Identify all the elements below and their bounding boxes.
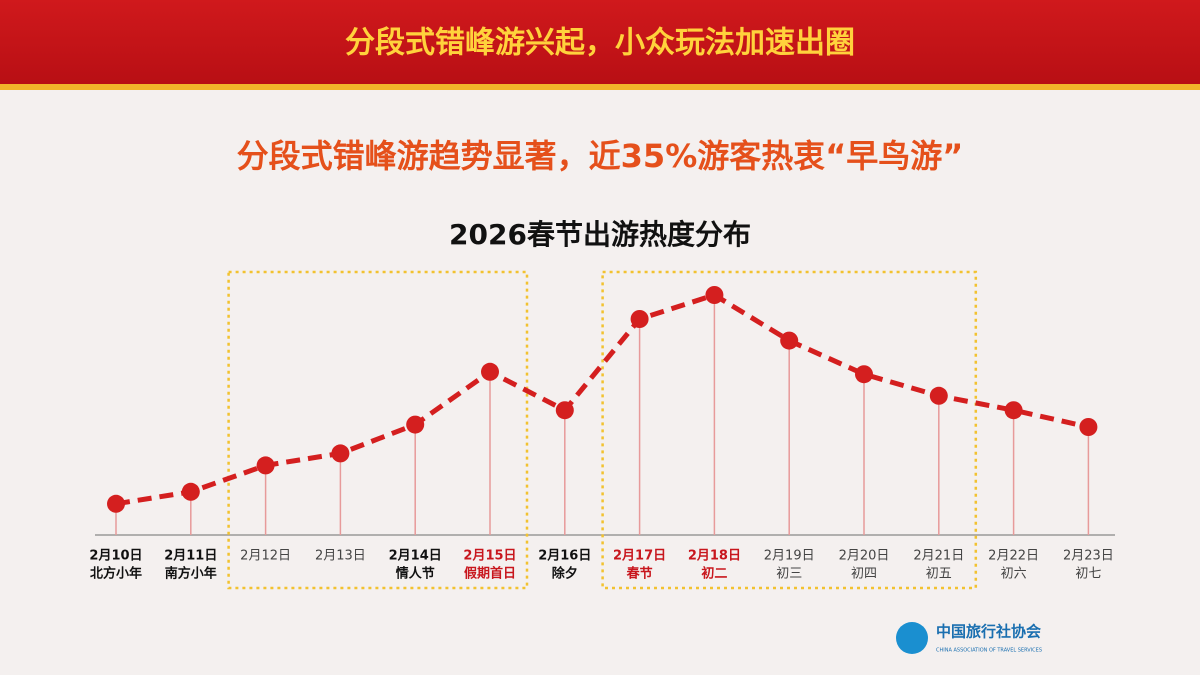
x-sub-label: 北方小年: [90, 566, 142, 582]
highlight-box: [601, 270, 978, 590]
x-tick-label: 2月23日: [1063, 549, 1114, 564]
x-tick-label: 2月17日: [613, 549, 666, 564]
point: [929, 386, 948, 405]
x-tick-label: 2月22日: [988, 549, 1039, 564]
x-tick-label: 2月20日: [839, 549, 890, 564]
highlight-box: [227, 270, 529, 590]
x-tick-label: 2月21日: [913, 549, 964, 564]
header-banner: [0, 0, 1200, 84]
x-sub-label: 初二: [701, 566, 727, 582]
x-sub-label: 情人节: [396, 566, 435, 582]
x-tick-label: 2月11日: [164, 549, 217, 564]
x-sub-label: 春节: [626, 566, 653, 582]
chart-title: 2026春节出游热度分布: [449, 218, 751, 251]
point: [855, 365, 873, 384]
subtitle: 分段式错峰游趋势显著，近35%游客热衷“早鸟游”: [237, 137, 964, 175]
point: [481, 362, 499, 381]
point: [406, 415, 425, 434]
point: [1004, 401, 1023, 420]
x-tick-label: 2月18日: [688, 549, 741, 564]
point: [256, 456, 275, 475]
x-sub-label: 初四: [851, 567, 877, 582]
x-tick-label: 2月14日: [389, 549, 442, 564]
x-sub-label: 初五: [926, 567, 952, 582]
x-sub-label: 假期首日: [464, 566, 516, 582]
point: [331, 444, 350, 463]
x-tick-label: 2月16日: [538, 549, 591, 564]
x-sub-label: 初三: [776, 567, 802, 582]
x-tick-label: 2月13日: [315, 549, 366, 564]
logo-subtext: CHINA ASSOCIATION OF TRAVEL SERVICES: [936, 648, 1042, 654]
x-tick-label: 2月12日: [240, 549, 291, 564]
x-tick-label: 2月19日: [764, 549, 815, 564]
logo-icon: [896, 622, 928, 654]
header-stripe: [0, 84, 1200, 90]
point: [181, 482, 200, 501]
point: [780, 331, 799, 350]
x-sub-label: 初六: [1001, 567, 1027, 582]
x-sub-label: 南方小年: [165, 566, 217, 582]
point: [1079, 418, 1098, 436]
point: [705, 286, 724, 304]
x-sub-label: 除夕: [552, 566, 578, 582]
point: [555, 401, 574, 420]
point: [107, 494, 125, 513]
point: [630, 310, 649, 328]
x-tick-label: 2月10日: [89, 549, 142, 564]
x-sub-label: 初七: [1075, 567, 1101, 582]
line: [115, 292, 1089, 507]
logo-text: 中国旅行社协会: [936, 623, 1041, 641]
header-title: 分段式错峰游兴起，小众玩法加速出圈: [345, 26, 855, 61]
x-tick-label: 2月15日: [463, 549, 516, 564]
